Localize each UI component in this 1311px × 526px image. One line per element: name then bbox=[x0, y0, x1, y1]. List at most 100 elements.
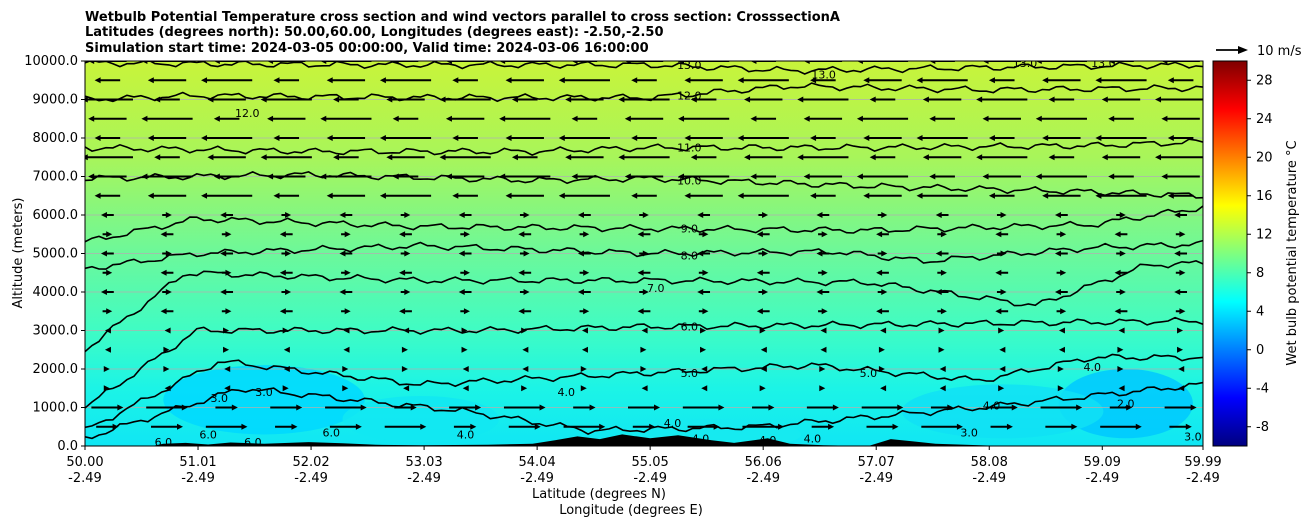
wind-vector bbox=[810, 135, 836, 141]
wind-vector bbox=[104, 327, 111, 334]
contour-label: 8.0 bbox=[681, 249, 699, 262]
wind-vector bbox=[579, 231, 590, 238]
wind-vector bbox=[224, 366, 231, 372]
wind-vector bbox=[445, 115, 485, 122]
wind-vector bbox=[982, 173, 1021, 180]
wind-vector bbox=[581, 346, 588, 353]
wind-vector bbox=[820, 327, 827, 334]
wind-vector bbox=[341, 308, 351, 315]
wind-vector bbox=[201, 77, 253, 84]
wind-vector bbox=[639, 212, 649, 218]
colorbar-tick-label: 16 bbox=[1256, 189, 1273, 204]
wind-vector bbox=[759, 385, 766, 392]
contour-label: 12.0 bbox=[235, 107, 260, 120]
wind-vector bbox=[640, 366, 647, 372]
wind-vector bbox=[565, 154, 604, 161]
wind-vector bbox=[462, 385, 469, 392]
wind-vector bbox=[579, 269, 590, 276]
y-tick-label: 2000.0 bbox=[33, 362, 79, 377]
wind-vector bbox=[273, 135, 300, 141]
wind-vector bbox=[995, 308, 1009, 315]
contour-label: 4.0 bbox=[804, 432, 822, 445]
wind-vector bbox=[880, 385, 887, 392]
wind-vector bbox=[260, 154, 312, 161]
wind-vector bbox=[856, 115, 909, 122]
wind-vector bbox=[342, 366, 349, 372]
wind-vector bbox=[878, 366, 885, 372]
wind-vector bbox=[522, 366, 529, 372]
wind-vector bbox=[1178, 385, 1185, 392]
wind-vector bbox=[758, 289, 769, 295]
contour-label: 6.0 bbox=[244, 436, 262, 449]
wind-vector bbox=[938, 346, 945, 353]
wind-vector bbox=[571, 61, 598, 64]
wind-vector bbox=[737, 135, 789, 141]
colorbar-tick-label: 20 bbox=[1256, 150, 1273, 165]
wind-vector bbox=[151, 423, 184, 430]
wind-vector bbox=[1101, 154, 1141, 161]
wind-vector bbox=[519, 250, 530, 257]
wind-vector bbox=[164, 385, 171, 392]
title-line-2: Latitudes (degrees north): 50.00,60.00, … bbox=[85, 25, 664, 40]
y-tick-label: 8000.0 bbox=[33, 131, 79, 146]
wind-vector bbox=[701, 366, 708, 372]
wind-vector bbox=[687, 423, 720, 430]
wind-vector bbox=[750, 173, 777, 180]
wind-vector bbox=[869, 96, 896, 103]
wind-vector bbox=[339, 212, 353, 218]
wind-vector bbox=[403, 327, 410, 334]
x-tick-label-lat: 52.02 bbox=[292, 455, 329, 470]
wind-vector bbox=[1057, 366, 1064, 372]
wind-vector bbox=[100, 212, 114, 218]
wind-vector bbox=[758, 250, 769, 257]
wind-vector bbox=[102, 308, 113, 315]
contour-label: 13.0 bbox=[1091, 57, 1116, 70]
wind-vector bbox=[878, 346, 885, 353]
wind-vector bbox=[505, 77, 544, 84]
wind-vector bbox=[394, 404, 417, 411]
wind-vector bbox=[624, 115, 664, 122]
wind-vector bbox=[937, 308, 947, 315]
wind-vector bbox=[205, 423, 248, 430]
wind-vector bbox=[1056, 231, 1067, 238]
wind-vector bbox=[682, 404, 725, 411]
wind-vector bbox=[628, 404, 660, 411]
y-axis-label: Altitude (meters) bbox=[11, 198, 26, 309]
x-tick-label-lat: 59.99 bbox=[1184, 455, 1221, 470]
wind-vector bbox=[519, 212, 530, 218]
wind-vector bbox=[282, 385, 289, 392]
x-tick-label-lat: 55.05 bbox=[632, 455, 669, 470]
wind-vector bbox=[1177, 346, 1184, 353]
cold-region-0 bbox=[163, 365, 365, 435]
wind-vector bbox=[558, 77, 610, 84]
wind-vector bbox=[94, 192, 121, 199]
wind-vector bbox=[342, 385, 349, 392]
wind-vector bbox=[213, 61, 240, 64]
wind-vector bbox=[998, 385, 1005, 392]
wind-vector bbox=[201, 192, 253, 199]
wind-vector bbox=[700, 346, 707, 353]
contour-label: 9.0 bbox=[681, 222, 699, 235]
wind-vector bbox=[863, 135, 902, 141]
wind-vector bbox=[511, 154, 538, 161]
wind-vector bbox=[869, 154, 896, 161]
wind-vector bbox=[631, 135, 657, 141]
wind-vector bbox=[698, 269, 709, 276]
wind-vector bbox=[88, 115, 127, 122]
contour-line-5.0 bbox=[85, 353, 1203, 429]
wind-vector bbox=[803, 173, 843, 180]
wind-vector bbox=[103, 366, 110, 372]
wind-vector bbox=[916, 192, 968, 199]
wind-vector bbox=[1116, 289, 1126, 295]
wind-vector bbox=[160, 231, 174, 238]
wind-vector bbox=[519, 289, 530, 295]
contour-label: 6.0 bbox=[322, 427, 340, 440]
wind-vector bbox=[160, 308, 174, 315]
wind-vector bbox=[267, 115, 306, 122]
wind-vector bbox=[207, 96, 246, 103]
wind-vector bbox=[154, 154, 180, 161]
wind-vector bbox=[452, 77, 478, 84]
wind-vector bbox=[223, 346, 230, 353]
contour-line-11.0 bbox=[85, 138, 1203, 156]
colorbar-label: Wet bulb potential temperature °C bbox=[1285, 140, 1300, 365]
